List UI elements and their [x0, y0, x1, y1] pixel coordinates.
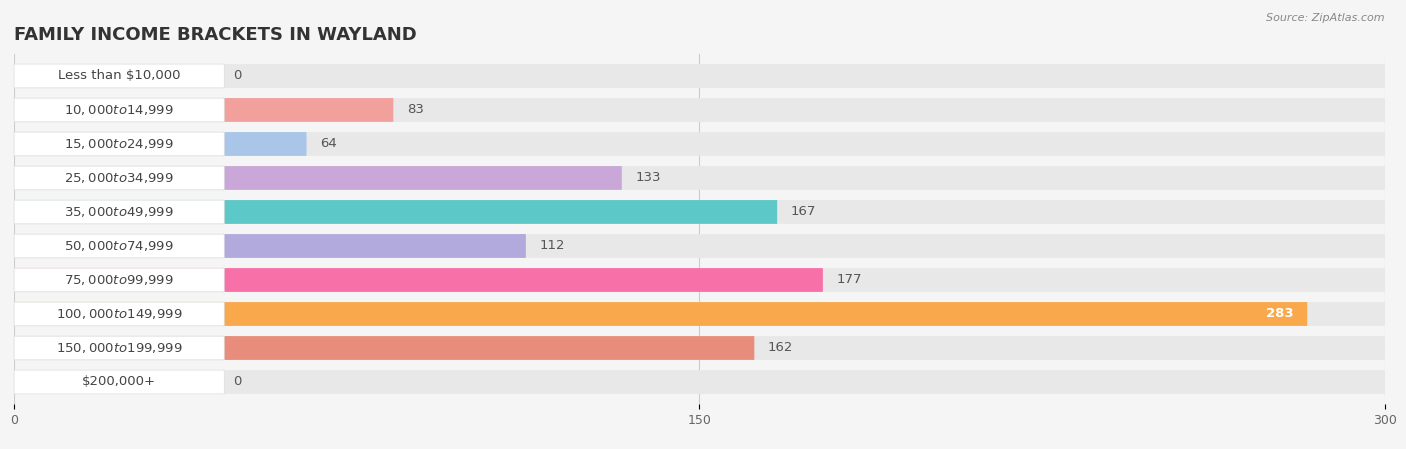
Text: $200,000+: $200,000+ — [82, 375, 156, 388]
Text: $15,000 to $24,999: $15,000 to $24,999 — [65, 137, 174, 151]
Text: $25,000 to $34,999: $25,000 to $34,999 — [65, 171, 174, 185]
FancyBboxPatch shape — [14, 234, 1385, 258]
FancyBboxPatch shape — [14, 302, 225, 326]
FancyBboxPatch shape — [14, 268, 1385, 292]
FancyBboxPatch shape — [14, 64, 225, 88]
FancyBboxPatch shape — [14, 132, 225, 156]
FancyBboxPatch shape — [14, 268, 225, 292]
FancyBboxPatch shape — [14, 166, 621, 190]
Text: $150,000 to $199,999: $150,000 to $199,999 — [56, 341, 183, 355]
FancyBboxPatch shape — [14, 98, 1385, 122]
Text: 133: 133 — [636, 172, 661, 185]
FancyBboxPatch shape — [14, 336, 225, 360]
FancyBboxPatch shape — [14, 98, 225, 122]
FancyBboxPatch shape — [14, 166, 225, 190]
Text: 167: 167 — [790, 206, 817, 219]
FancyBboxPatch shape — [14, 200, 778, 224]
FancyBboxPatch shape — [14, 336, 1385, 360]
Text: Source: ZipAtlas.com: Source: ZipAtlas.com — [1267, 13, 1385, 23]
FancyBboxPatch shape — [14, 268, 823, 292]
FancyBboxPatch shape — [14, 64, 1385, 88]
Text: $75,000 to $99,999: $75,000 to $99,999 — [65, 273, 174, 287]
FancyBboxPatch shape — [14, 200, 1385, 224]
Text: 283: 283 — [1265, 308, 1294, 321]
Text: $10,000 to $14,999: $10,000 to $14,999 — [65, 103, 174, 117]
Text: 162: 162 — [768, 342, 793, 355]
Text: 83: 83 — [408, 103, 425, 116]
FancyBboxPatch shape — [14, 336, 755, 360]
Text: 112: 112 — [540, 239, 565, 252]
FancyBboxPatch shape — [14, 302, 1385, 326]
FancyBboxPatch shape — [14, 234, 225, 258]
FancyBboxPatch shape — [14, 370, 225, 394]
FancyBboxPatch shape — [14, 302, 1308, 326]
FancyBboxPatch shape — [14, 370, 1385, 394]
Text: 0: 0 — [233, 70, 242, 83]
Text: $35,000 to $49,999: $35,000 to $49,999 — [65, 205, 174, 219]
FancyBboxPatch shape — [14, 166, 1385, 190]
FancyBboxPatch shape — [14, 132, 307, 156]
Text: FAMILY INCOME BRACKETS IN WAYLAND: FAMILY INCOME BRACKETS IN WAYLAND — [14, 26, 416, 44]
Text: $50,000 to $74,999: $50,000 to $74,999 — [65, 239, 174, 253]
FancyBboxPatch shape — [14, 234, 526, 258]
FancyBboxPatch shape — [14, 200, 225, 224]
Text: $100,000 to $149,999: $100,000 to $149,999 — [56, 307, 183, 321]
Text: 0: 0 — [233, 375, 242, 388]
FancyBboxPatch shape — [14, 98, 394, 122]
Text: Less than $10,000: Less than $10,000 — [58, 70, 180, 83]
Text: 64: 64 — [321, 137, 337, 150]
FancyBboxPatch shape — [14, 132, 1385, 156]
Text: 177: 177 — [837, 273, 862, 286]
